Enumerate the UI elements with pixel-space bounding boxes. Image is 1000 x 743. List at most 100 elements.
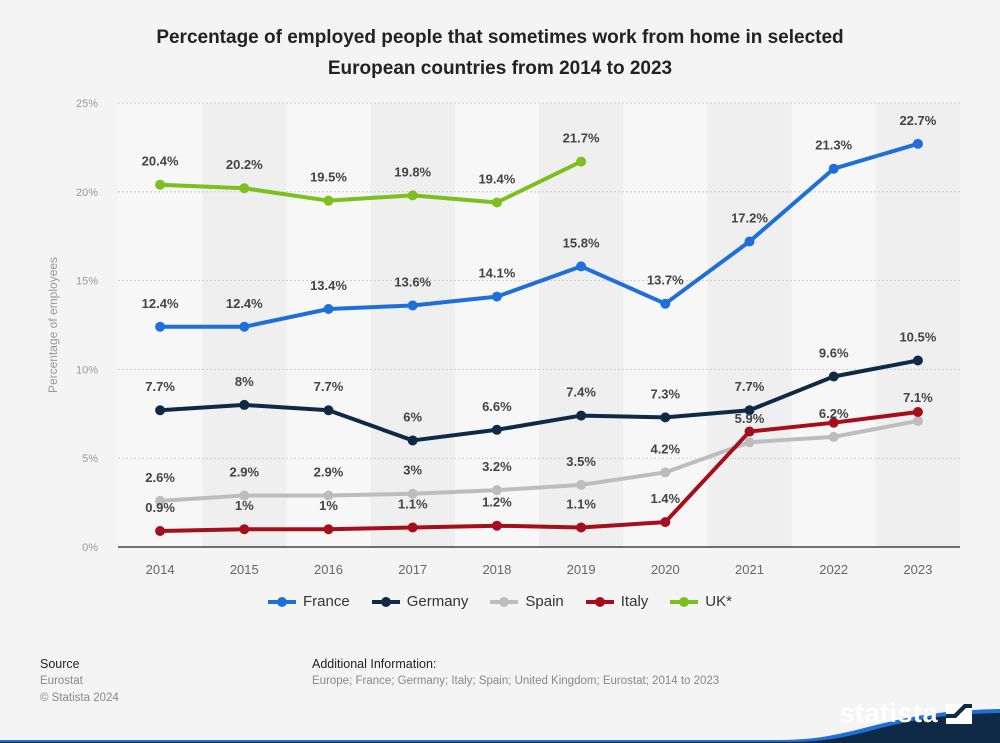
data-label: 15.8% bbox=[563, 235, 600, 250]
data-label: 7.7% bbox=[314, 379, 344, 394]
data-point-france bbox=[491, 291, 502, 302]
data-label: 1% bbox=[235, 498, 254, 513]
x-tick-label: 2018 bbox=[482, 562, 511, 577]
additional-info-text: Europe; France; Germany; Italy; Spain; U… bbox=[312, 675, 720, 687]
data-point-germany bbox=[323, 405, 334, 416]
data-label: 21.7% bbox=[563, 131, 600, 146]
column-band bbox=[286, 103, 371, 547]
y-tick-label: 10% bbox=[76, 364, 98, 376]
additional-info-block: Additional Information: Europe; France; … bbox=[312, 656, 722, 690]
source-name: Eurostat bbox=[40, 675, 83, 687]
data-point-uk bbox=[155, 179, 166, 190]
data-point-uk bbox=[239, 183, 250, 194]
data-label: 9.6% bbox=[819, 346, 849, 361]
legend-item[interactable]: France bbox=[268, 593, 350, 610]
column-band bbox=[454, 103, 539, 547]
column-band bbox=[623, 103, 708, 547]
data-point-france bbox=[828, 163, 839, 174]
data-label: 5.9% bbox=[735, 411, 765, 426]
data-point-germany bbox=[660, 412, 671, 423]
data-label: 12.4% bbox=[142, 296, 179, 311]
data-point-france bbox=[660, 298, 671, 309]
y-axis-label: Percentage of employees bbox=[46, 257, 60, 393]
statista-logo[interactable]: statista bbox=[839, 698, 972, 729]
data-label: 1.1% bbox=[566, 496, 596, 511]
data-label: 8% bbox=[235, 374, 254, 389]
data-point-germany bbox=[744, 405, 755, 416]
data-point-france bbox=[239, 321, 250, 332]
y-tick-label: 5% bbox=[82, 453, 98, 465]
copyright-text: © Statista 2024 bbox=[40, 692, 119, 704]
data-point-germany bbox=[239, 399, 250, 410]
x-tick-label: 2019 bbox=[567, 562, 596, 577]
data-label: 7.1% bbox=[903, 390, 933, 405]
data-point-italy bbox=[323, 524, 334, 535]
chart-title-line-1: Percentage of employed people that somet… bbox=[156, 27, 844, 48]
data-label: 12.4% bbox=[226, 296, 263, 311]
data-label: 1.4% bbox=[650, 491, 680, 506]
brand-bar-dark bbox=[0, 713, 1000, 743]
data-label: 6.6% bbox=[482, 399, 512, 414]
data-point-italy bbox=[912, 407, 923, 418]
data-point-spain bbox=[744, 437, 755, 448]
data-label: 17.2% bbox=[731, 211, 768, 226]
y-tick-label: 20% bbox=[76, 187, 98, 199]
data-label: 7.7% bbox=[735, 379, 765, 394]
source-block: Source Eurostat © Statista 2024 bbox=[40, 656, 119, 707]
data-label: 14.1% bbox=[478, 266, 515, 281]
data-label: 3.5% bbox=[566, 454, 596, 469]
legend-label: Germany bbox=[406, 593, 469, 610]
legend-label: Italy bbox=[620, 593, 649, 610]
data-point-italy bbox=[407, 522, 418, 533]
data-point-uk bbox=[576, 156, 587, 167]
y-tick-label: 15% bbox=[76, 276, 98, 288]
column-band bbox=[370, 103, 455, 547]
data-label: 3.2% bbox=[482, 459, 512, 474]
data-label: 22.7% bbox=[899, 113, 936, 128]
data-point-italy bbox=[491, 520, 502, 531]
legend-label: Spain bbox=[525, 593, 564, 610]
source-heading: Source bbox=[40, 657, 80, 671]
column-band bbox=[875, 103, 960, 547]
data-label: 7.7% bbox=[145, 379, 175, 394]
data-label: 2.9% bbox=[314, 464, 344, 479]
column-band bbox=[791, 103, 876, 547]
legend-marker-icon bbox=[490, 596, 519, 607]
data-point-spain bbox=[407, 488, 418, 499]
legend-marker-icon bbox=[268, 596, 297, 607]
legend-item[interactable]: Germany bbox=[371, 593, 469, 610]
chart-title-line-2: European countries from 2014 to 2023 bbox=[327, 58, 673, 79]
data-point-france bbox=[912, 138, 923, 149]
data-label: 1.2% bbox=[482, 495, 512, 510]
x-tick-label: 2022 bbox=[819, 562, 848, 577]
line-chart: 0% 5% 10% 15% 20% 25% 2014 2015 2016 2017 2018 2019… bbox=[46, 98, 960, 577]
data-point-germany bbox=[912, 355, 923, 366]
data-label: 2.9% bbox=[229, 464, 259, 479]
data-point-uk bbox=[407, 190, 418, 201]
x-tick-label: 2023 bbox=[903, 562, 932, 577]
series-line-italy bbox=[160, 410, 919, 534]
legend-marker-icon bbox=[585, 596, 614, 607]
data-label: 1.1% bbox=[398, 496, 428, 511]
data-point-france bbox=[155, 321, 166, 332]
data-label: 4.2% bbox=[650, 441, 680, 456]
legend-item[interactable]: Spain bbox=[490, 593, 564, 610]
data-point-spain bbox=[828, 431, 839, 442]
legend-item[interactable]: UK* bbox=[670, 593, 732, 610]
data-point-italy bbox=[576, 522, 587, 533]
data-point-germany bbox=[407, 435, 418, 446]
series-line-spain bbox=[159, 418, 919, 503]
data-point-france bbox=[576, 261, 587, 272]
data-point-italy bbox=[660, 517, 671, 528]
data-label: 3% bbox=[403, 463, 422, 478]
series-line-germany bbox=[159, 358, 919, 443]
data-label: 20.2% bbox=[226, 157, 263, 172]
data-point-uk bbox=[323, 195, 334, 206]
data-label: 13.6% bbox=[394, 274, 431, 289]
data-label: 21.3% bbox=[815, 138, 852, 153]
legend-marker-icon bbox=[371, 596, 400, 607]
x-tick-label: 2020 bbox=[651, 562, 680, 577]
data-label: 6.2% bbox=[819, 406, 849, 421]
data-point-germany bbox=[828, 371, 839, 382]
legend-item[interactable]: Italy bbox=[585, 593, 649, 610]
